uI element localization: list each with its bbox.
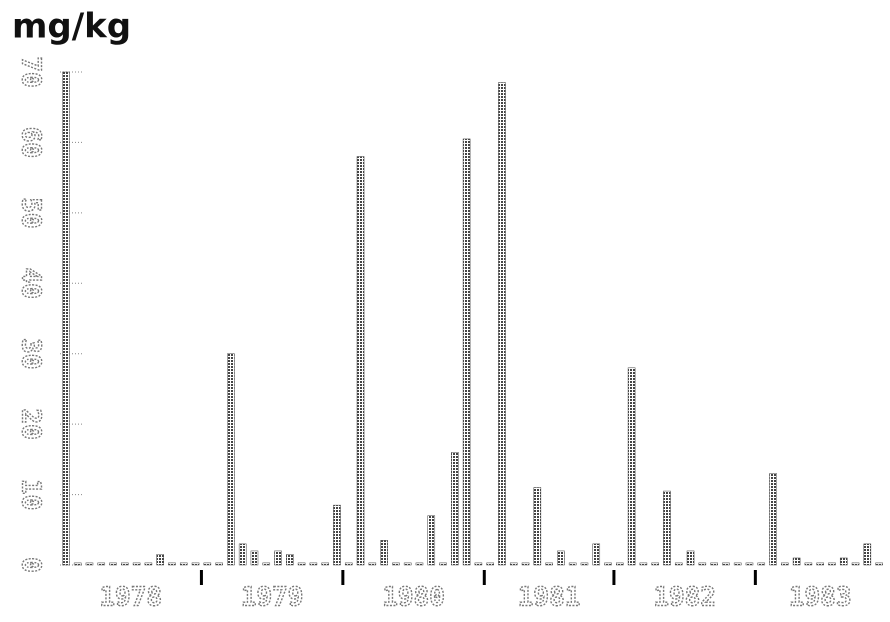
bar (592, 543, 601, 566)
bar (62, 71, 70, 566)
bar (710, 562, 718, 566)
bar (781, 562, 789, 566)
bar (568, 562, 577, 566)
bar (580, 562, 589, 566)
bar (85, 562, 94, 566)
x-tick-label: 1982 (653, 583, 716, 613)
bar (262, 562, 271, 566)
y-tick-label: 40 (16, 268, 46, 299)
bar (863, 543, 872, 566)
y-tick-label: 50 (16, 197, 46, 228)
x-tick-label: 1979 (241, 583, 304, 613)
x-tick-label: 1983 (789, 583, 852, 613)
bar (557, 550, 565, 566)
bar (427, 515, 436, 566)
y-tick-label: 30 (16, 338, 46, 369)
bar (144, 562, 153, 566)
bar (839, 557, 848, 566)
bar (109, 562, 117, 566)
bar (674, 562, 683, 566)
bar (462, 138, 471, 566)
bar (368, 562, 377, 566)
bar (297, 562, 306, 566)
y-tick-label: 60 (16, 127, 46, 158)
bar (333, 504, 341, 566)
bar (616, 562, 624, 566)
x-tick-label: 1980 (382, 583, 445, 613)
bar (804, 562, 813, 566)
group-separator (753, 570, 757, 585)
bar (238, 543, 247, 566)
bar (215, 562, 223, 566)
group-separator (341, 570, 345, 585)
y-tick-label: 10 (16, 479, 46, 510)
bar (274, 550, 282, 566)
bar (73, 562, 82, 566)
bar (851, 562, 860, 566)
bar (486, 562, 494, 566)
bar (156, 554, 164, 566)
bar (627, 367, 636, 566)
bar (698, 562, 707, 566)
bar (521, 562, 530, 566)
bar (651, 562, 659, 566)
bar (356, 156, 365, 566)
bar (757, 562, 766, 566)
bar (191, 562, 200, 566)
bar (733, 562, 742, 566)
bar (474, 562, 483, 566)
bar (875, 562, 883, 566)
bar (639, 562, 648, 566)
bar (415, 562, 424, 566)
bar (722, 562, 730, 566)
bar (344, 562, 353, 566)
bar (132, 562, 141, 566)
chart-title: mg/kg (12, 7, 131, 47)
y-tick-label: 20 (16, 408, 46, 439)
bar (121, 562, 129, 566)
bar (250, 550, 259, 566)
group-separator (482, 570, 486, 585)
bar (828, 562, 836, 566)
bar (97, 562, 106, 566)
bar (286, 554, 294, 566)
bar (179, 562, 188, 566)
bar (451, 452, 459, 566)
bar (769, 473, 777, 566)
bar (168, 562, 176, 566)
group-separator (199, 570, 203, 585)
group-separator (612, 570, 616, 585)
bar (686, 550, 695, 566)
bar (816, 562, 824, 566)
x-tick-label: 1981 (518, 583, 581, 613)
bar (663, 490, 671, 566)
bar (509, 562, 518, 566)
bar (604, 562, 612, 566)
bar (321, 562, 329, 566)
x-tick-label: 1978 (99, 583, 162, 613)
y-tick-label: 70 (16, 56, 46, 87)
bar (380, 540, 388, 566)
bar (203, 562, 212, 566)
bar (403, 562, 412, 566)
bar (227, 353, 235, 566)
bar (392, 562, 400, 566)
bar (533, 487, 542, 566)
bar (309, 562, 318, 566)
bar (792, 557, 801, 566)
bar (439, 562, 447, 566)
bar (498, 82, 506, 566)
bar (545, 562, 553, 566)
bar (745, 562, 754, 566)
y-tick-label: 0 (16, 557, 46, 573)
